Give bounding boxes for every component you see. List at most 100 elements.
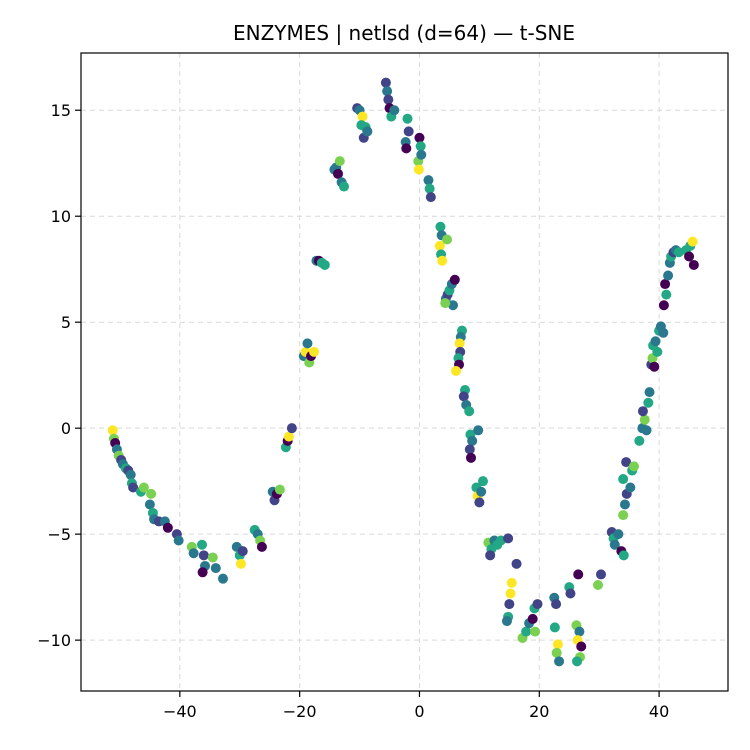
scatter-point bbox=[637, 406, 648, 417]
scatter-point bbox=[551, 599, 562, 610]
grid-lines bbox=[81, 53, 728, 691]
scatter-point bbox=[403, 126, 414, 137]
scatter-point bbox=[609, 539, 620, 550]
scatter-point bbox=[595, 569, 606, 580]
scatter-point bbox=[644, 387, 655, 398]
scatter-point bbox=[383, 94, 394, 105]
scatter-point bbox=[458, 391, 469, 402]
scatter-point bbox=[107, 425, 118, 436]
scatter-point bbox=[235, 558, 246, 569]
scatter-point bbox=[414, 132, 425, 143]
scatter-point bbox=[197, 539, 208, 550]
data-points bbox=[107, 77, 699, 667]
scatter-point bbox=[138, 482, 149, 493]
scatter-point bbox=[424, 183, 435, 194]
scatter-point bbox=[467, 435, 478, 446]
scatter-point bbox=[532, 599, 543, 610]
scatter-point bbox=[618, 510, 629, 521]
y-tick-label: 0 bbox=[61, 419, 71, 438]
scatter-point bbox=[207, 552, 218, 563]
scatter-point bbox=[413, 164, 424, 175]
scatter-point bbox=[625, 482, 636, 493]
scatter-point bbox=[125, 469, 136, 480]
scatter-point bbox=[477, 476, 488, 487]
scatter-point bbox=[554, 656, 565, 667]
scatter-point bbox=[464, 444, 475, 455]
y-axis-ticks: −10 −5 0 5 10 15 bbox=[37, 101, 81, 650]
scatter-point bbox=[415, 141, 426, 152]
scatter-point bbox=[573, 569, 584, 580]
scatter-point bbox=[128, 482, 139, 493]
scatter-point bbox=[551, 647, 562, 658]
scatter-point bbox=[435, 221, 446, 232]
scatter-point bbox=[465, 452, 476, 463]
scatter-point bbox=[188, 548, 199, 559]
scatter-point bbox=[688, 259, 699, 270]
scatter-point bbox=[434, 240, 445, 251]
scatter-point bbox=[425, 192, 436, 203]
scatter-point bbox=[660, 279, 671, 290]
scatter-point bbox=[476, 486, 487, 497]
scatter-point bbox=[474, 497, 485, 508]
scatter-point bbox=[684, 251, 695, 262]
scatter-point bbox=[334, 156, 345, 167]
x-tick-label: 40 bbox=[649, 702, 669, 721]
scatter-point bbox=[338, 181, 349, 192]
scatter-point bbox=[506, 577, 517, 588]
scatter-point bbox=[593, 580, 604, 591]
scatter-point bbox=[274, 484, 285, 495]
scatter-point bbox=[621, 457, 632, 468]
scatter-point bbox=[634, 435, 645, 446]
scatter-point bbox=[210, 563, 221, 574]
scatter-point bbox=[618, 550, 629, 561]
scatter-point bbox=[302, 338, 313, 349]
scatter-point bbox=[565, 588, 576, 599]
scatter-point bbox=[639, 414, 650, 425]
scatter-point bbox=[197, 567, 208, 578]
scatter-point bbox=[286, 423, 297, 434]
scatter-point bbox=[530, 626, 541, 637]
plot-frame bbox=[80, 52, 729, 692]
y-tick-label: 10 bbox=[51, 207, 71, 226]
scatter-point bbox=[549, 622, 560, 633]
scatter-point bbox=[505, 588, 516, 599]
scatter-point bbox=[618, 474, 629, 485]
scatter-point bbox=[661, 289, 672, 300]
scatter-point bbox=[663, 270, 674, 281]
scatter-point bbox=[423, 175, 434, 186]
scatter-point bbox=[382, 86, 393, 97]
scatter-point bbox=[451, 365, 462, 376]
scatter-point bbox=[652, 346, 663, 357]
scatter-point bbox=[357, 111, 368, 122]
scatter-point bbox=[448, 300, 459, 311]
chart-title: ENZYMES | netlsd (d=64) — t-SNE bbox=[233, 21, 575, 45]
scatter-point bbox=[146, 488, 157, 499]
scatter-point bbox=[440, 298, 451, 309]
scatter-point bbox=[237, 546, 248, 557]
scatter-point bbox=[572, 656, 583, 667]
y-tick-label: −5 bbox=[47, 525, 71, 544]
scatter-point bbox=[173, 535, 184, 546]
y-tick-label: 15 bbox=[51, 101, 71, 120]
scatter-point bbox=[442, 234, 453, 245]
scatter-point bbox=[283, 431, 294, 442]
scatter-point bbox=[416, 149, 427, 160]
x-tick-label: 20 bbox=[529, 702, 549, 721]
scatter-point bbox=[144, 499, 155, 510]
scatter-point bbox=[619, 499, 630, 510]
scatter-point bbox=[198, 550, 209, 561]
scatter-point bbox=[521, 626, 532, 637]
scatter-point bbox=[687, 236, 698, 247]
y-tick-label: 5 bbox=[61, 313, 71, 332]
scatter-point bbox=[437, 255, 448, 266]
scatter-point bbox=[649, 361, 660, 372]
scatter-point bbox=[504, 599, 515, 610]
scatter-point bbox=[454, 338, 465, 349]
scatter-point bbox=[643, 397, 654, 408]
scatter-point bbox=[501, 616, 512, 627]
scatter-point bbox=[256, 541, 267, 552]
x-tick-label: 0 bbox=[414, 702, 424, 721]
scatter-point bbox=[362, 126, 373, 137]
scatter-point bbox=[309, 346, 320, 357]
